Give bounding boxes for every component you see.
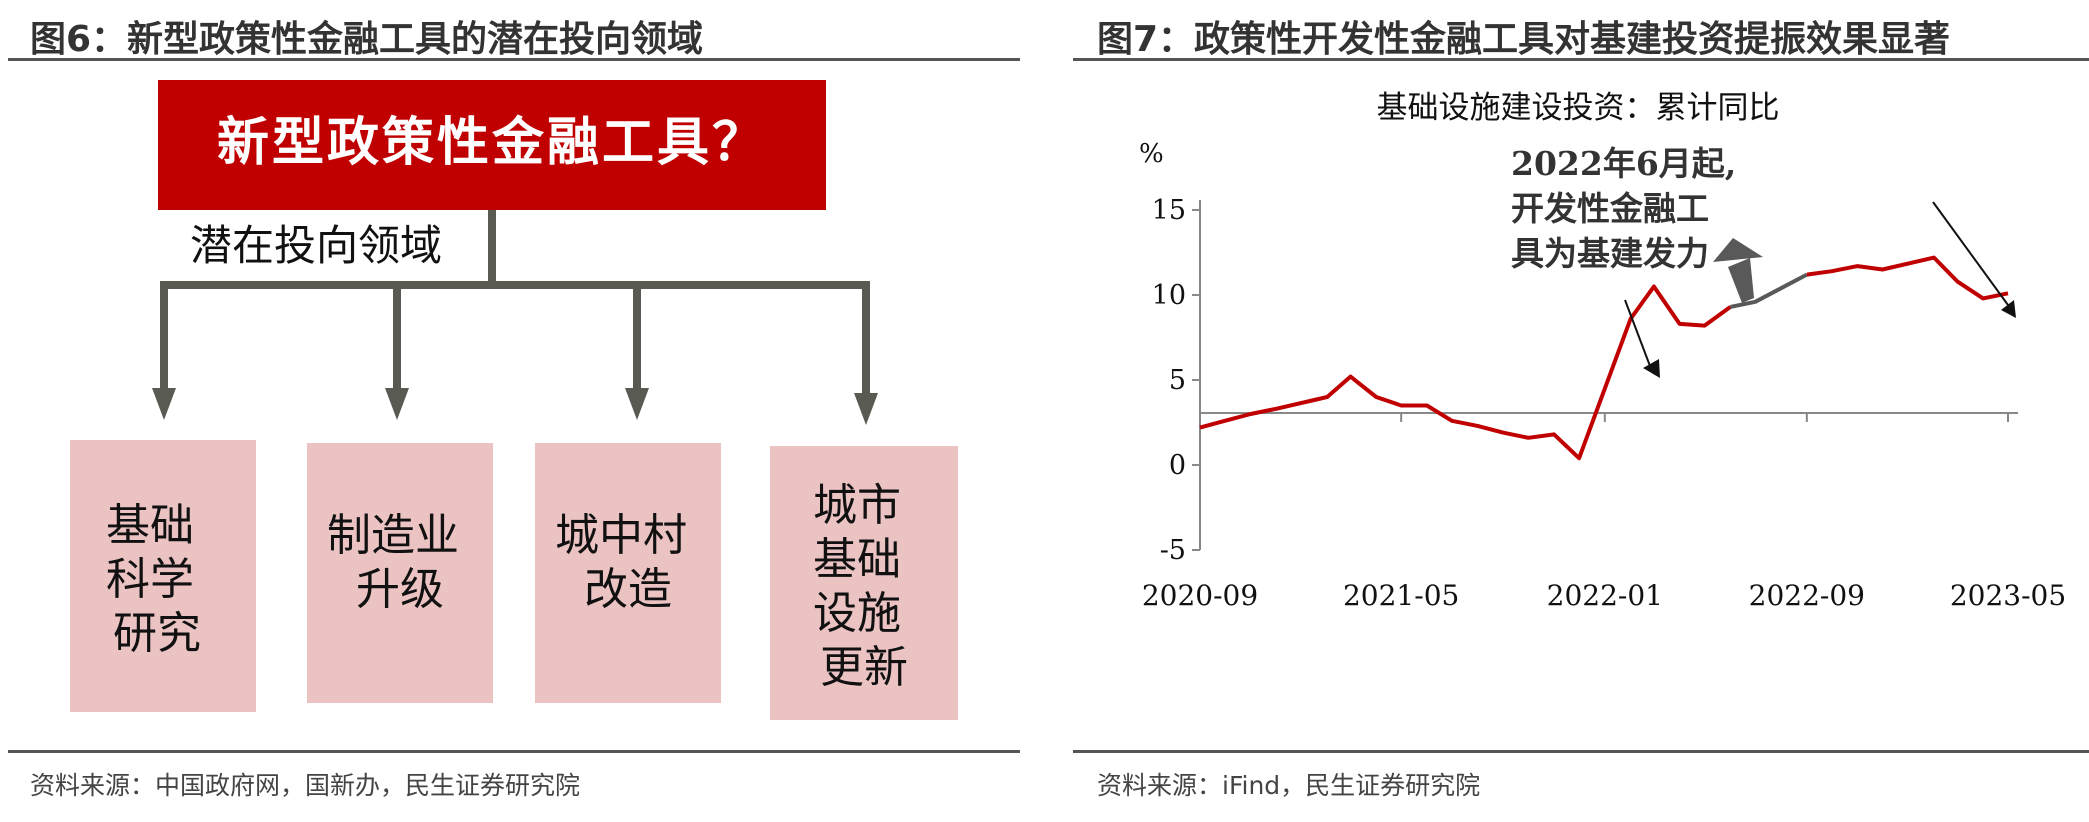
header-box-label: 新型政策性金融工具？ (217, 112, 767, 173)
x-tick-label: 2022-09 (1749, 579, 1865, 612)
box-basic-research (70, 440, 256, 712)
policy-diagram: 新型政策性金融工具？ 潜在投向领域 基础 科学 研究 (70, 80, 958, 720)
y-tick-label: 15 (1152, 195, 1186, 226)
annotation: 2022年6月起, 开发性金融工 具为基建发力 (1511, 144, 1748, 273)
header-box (158, 80, 826, 210)
chart-title: 基础设施建设投资：累计同比 (1377, 90, 1780, 126)
arrow-4 (854, 285, 878, 425)
y-tick-label: 5 (1169, 365, 1186, 396)
box-urban-village (535, 443, 721, 703)
box-4-text: 城市 基础 设施 更新 (813, 480, 915, 693)
left-panel: 图6：新型政策性金融工具的潜在投向领域 新型政策性金融工具？ 潜在投向领域 基 (0, 0, 1020, 822)
arrow-1 (152, 285, 176, 420)
box-manufacturing-upgrade (307, 443, 493, 703)
box-3-text: 城中村 改造 (555, 510, 701, 615)
branch-label: 潜在投向领域 (190, 221, 442, 270)
series-lines (1199, 255, 2009, 461)
annotation-arrow-right (1932, 201, 2016, 318)
title-rule (8, 58, 1020, 61)
annotation-text: 2022年6月起, 开发性金融工 具为基建发力 (1511, 144, 1748, 273)
upward-arrow-icon (1713, 238, 1763, 303)
figure6-source: 资料来源：中国政府网，国新办，民生证券研究院 (30, 771, 581, 800)
x-tick-label: 2023-05 (1950, 579, 2066, 612)
x-tick-label: 2022-01 (1547, 579, 1663, 612)
y-tick-label: 10 (1152, 280, 1186, 311)
box-2-text: 制造业 升级 (327, 510, 473, 615)
right-panel: 图7：政策性开发性金融工具对基建投资提振效果显著 基础设施建设投资：累计同比 %… (1073, 0, 2089, 822)
y-axis-unit: % (1139, 139, 1164, 169)
series-line-before (1199, 284, 1732, 461)
series-line-after (1806, 255, 2009, 301)
box-1-text: 基础 科学 研究 (106, 500, 208, 659)
source-rule (1073, 750, 2089, 753)
figure6-title: 图6：新型政策性金融工具的潜在投向领域 (30, 19, 704, 60)
figure7-title: 图7：政策性开发性金融工具对基建投资提振效果显著 (1097, 19, 1951, 60)
arrow-2 (385, 285, 409, 420)
box-urban-infrastructure (770, 446, 958, 720)
series-line-highlight (1729, 272, 1808, 309)
annotation-arrow-left (1624, 299, 1660, 378)
title-rule (1073, 58, 2089, 61)
figure7-source: 资料来源：iFind，民生证券研究院 (1097, 771, 1481, 800)
y-axis: -5 0 5 10 15 (1152, 195, 1201, 566)
arrow-3 (625, 285, 649, 420)
x-tick-label: 2020-09 (1142, 579, 1258, 612)
source-rule (8, 750, 1020, 753)
y-tick-label: -5 (1160, 535, 1186, 566)
y-tick-label: 0 (1169, 450, 1186, 481)
x-axis: 2020-09 2021-05 2022-01 2022-09 2023-05 (1142, 412, 2066, 612)
x-tick-label: 2021-05 (1343, 579, 1459, 612)
